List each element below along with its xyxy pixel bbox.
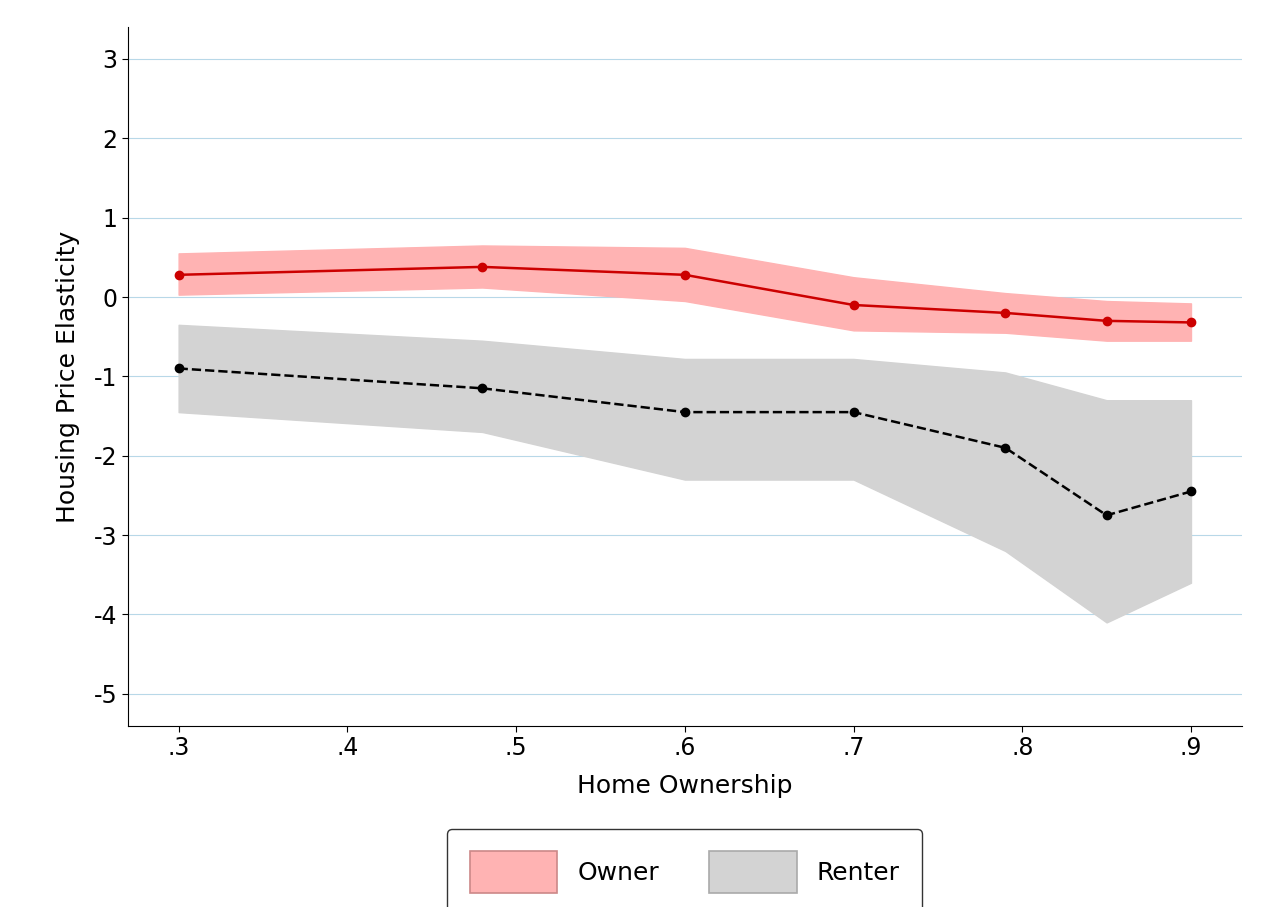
Legend: Owner, Renter: Owner, Renter bbox=[448, 829, 922, 907]
X-axis label: Home Ownership: Home Ownership bbox=[577, 774, 792, 798]
Y-axis label: Housing Price Elasticity: Housing Price Elasticity bbox=[56, 230, 79, 522]
